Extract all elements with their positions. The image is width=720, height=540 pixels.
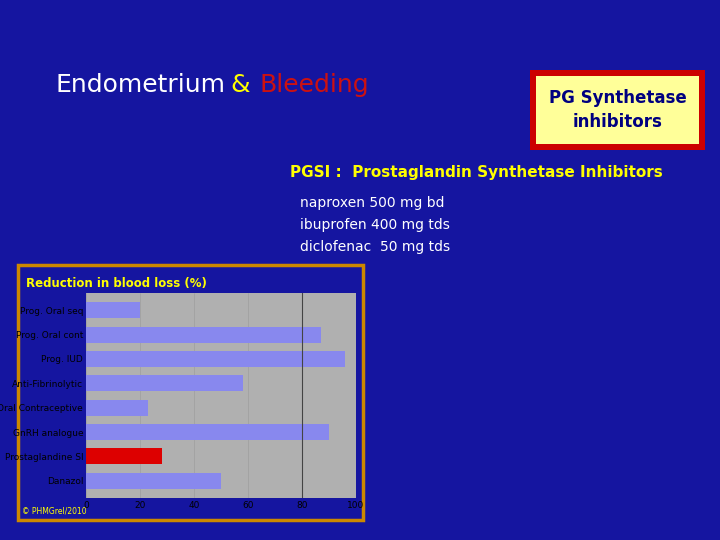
Bar (86, 400, 148, 416)
Bar (86, 375, 243, 391)
Bar (86, 302, 140, 318)
Bar (86, 473, 221, 489)
Text: Reduction in blood loss (%): Reduction in blood loss (%) (26, 277, 207, 290)
Bar (86, 327, 321, 342)
Text: Endometrium: Endometrium (55, 73, 225, 97)
Text: naproxen 500 mg bd
ibuprofen 400 mg tds
diclofenac  50 mg tds: naproxen 500 mg bd ibuprofen 400 mg tds … (300, 197, 450, 254)
Text: © PHMGrel/2010: © PHMGrel/2010 (22, 507, 86, 516)
Bar (86, 351, 345, 367)
Bar (86, 424, 329, 440)
Bar (530, 70, 705, 150)
Text: PG Synthetase
inhibitors: PG Synthetase inhibitors (549, 89, 686, 131)
Text: Bleeding: Bleeding (260, 73, 369, 97)
Text: PGSI :  Prostaglandin Synthetase Inhibitors: PGSI : Prostaglandin Synthetase Inhibito… (290, 165, 662, 179)
Bar (86, 449, 161, 464)
Text: &: & (230, 73, 250, 97)
Bar (18, 265, 363, 520)
Bar (536, 76, 699, 144)
